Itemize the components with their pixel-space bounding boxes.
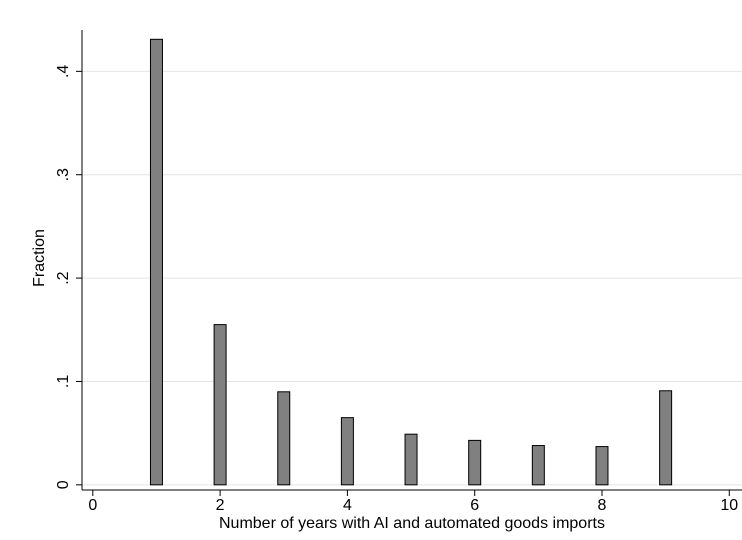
y-tick-label: .1: [55, 375, 72, 388]
x-tick-label: 10: [720, 497, 738, 514]
x-axis-label: Number of years with AI and automated go…: [219, 515, 605, 532]
bar: [213, 324, 227, 486]
y-tick-label: .4: [55, 65, 72, 78]
bar: [404, 433, 418, 486]
bar: [468, 439, 482, 486]
x-tick-label: 6: [470, 497, 479, 514]
y-tick-label: .3: [55, 168, 72, 181]
x-tick-label: 8: [598, 497, 607, 514]
x-tick-label: 4: [343, 497, 352, 514]
bar: [340, 417, 354, 486]
x-tick-label: 2: [216, 497, 225, 514]
bar: [531, 445, 545, 486]
y-tick-label: 0: [55, 480, 72, 489]
x-tick-label: 0: [88, 497, 97, 514]
y-axis-label: Fraction: [31, 229, 48, 287]
bar: [277, 391, 291, 486]
bar: [149, 38, 163, 486]
bar: [659, 390, 673, 486]
bar: [595, 446, 609, 486]
y-tick-label: .2: [55, 271, 72, 284]
